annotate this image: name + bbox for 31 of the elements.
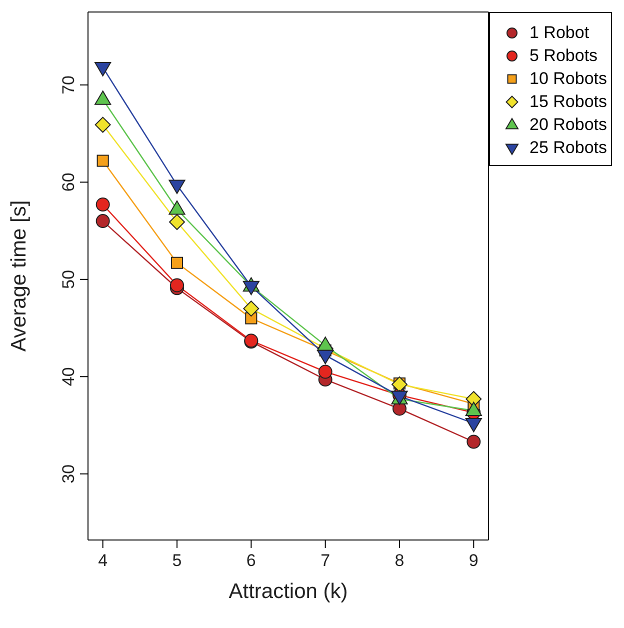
y-tick-label: 30 (59, 464, 78, 484)
legend-label: 15 Robots (530, 92, 607, 112)
y-tick-label: 50 (59, 270, 78, 289)
point (96, 154, 109, 167)
y-tick-label: 60 (59, 172, 78, 192)
point (96, 214, 110, 228)
legend-label: 25 Robots (530, 138, 607, 158)
point (169, 214, 185, 230)
point (466, 391, 482, 407)
x-tick-label: 6 (246, 551, 256, 570)
legend-label: 1 Robot (530, 22, 590, 42)
y-axis-title: Average time [s] (7, 200, 30, 352)
legend-label: 5 Robots (530, 46, 598, 66)
x-axis-title: Attraction (k) (228, 580, 348, 603)
legend-label: 10 Robots (530, 68, 607, 88)
point (466, 434, 481, 449)
legend-label: 20 Robots (530, 114, 607, 134)
point (318, 364, 332, 379)
x-tick-label: 4 (98, 551, 108, 570)
point (96, 198, 110, 212)
x-tick-label: 5 (172, 551, 182, 570)
y-tick-label: 70 (59, 75, 78, 94)
point (243, 300, 260, 317)
x-tick-label: 9 (468, 551, 478, 570)
point (170, 256, 184, 269)
y-tick-label: 40 (59, 367, 78, 386)
point (392, 376, 408, 392)
point (94, 116, 111, 133)
point (170, 278, 184, 292)
x-tick-label: 8 (394, 551, 404, 570)
x-tick-label: 7 (320, 551, 330, 570)
